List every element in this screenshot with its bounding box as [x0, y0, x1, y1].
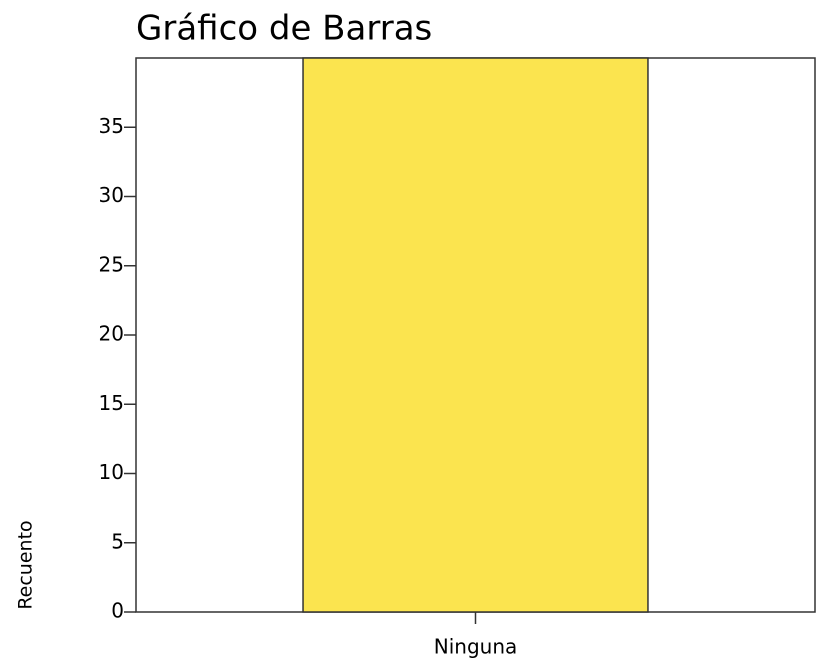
y-axis-label: Recuento: [15, 520, 37, 609]
y-tick-label: 20: [99, 322, 124, 346]
y-tick-label: 35: [99, 114, 124, 138]
y-tick-label: 25: [99, 252, 124, 276]
y-tick-label: 30: [99, 183, 124, 207]
y-tick-label: 0: [111, 599, 124, 623]
chart-title: Gráfico de Barras: [136, 9, 432, 49]
y-tick-label: 15: [99, 391, 124, 415]
y-tick-label: 10: [99, 460, 124, 484]
bar: [302, 57, 649, 613]
x-tick-label: Ninguna: [434, 635, 518, 659]
y-tick-label: 5: [111, 529, 124, 553]
